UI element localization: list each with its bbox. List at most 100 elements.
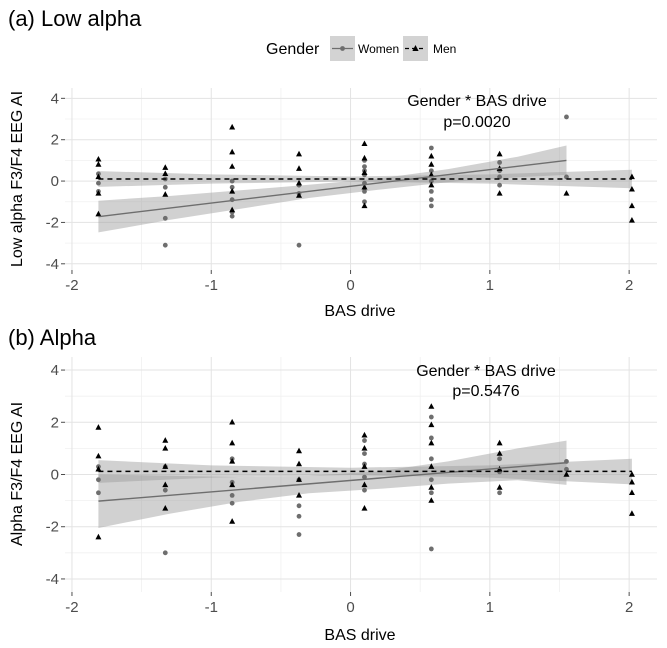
point-men	[361, 169, 368, 175]
legend: Gender Women Men	[266, 36, 456, 61]
point-women	[362, 164, 367, 169]
point-women	[162, 242, 168, 248]
x-tick-label: 0	[346, 599, 354, 616]
point-men	[428, 439, 435, 446]
panel-b-annotation-pvalue: p=0.5476	[452, 383, 519, 400]
point-women	[96, 490, 101, 496]
legend-label-women: Women	[358, 42, 399, 56]
point-women	[96, 477, 101, 483]
point-men	[428, 497, 435, 503]
legend-marker-men	[412, 45, 419, 51]
panel-a-x-axis-title: BAS drive	[324, 303, 395, 320]
point-men	[496, 150, 503, 157]
point-women	[428, 490, 434, 496]
point-men	[229, 188, 236, 194]
point-men	[361, 444, 368, 451]
point-women	[564, 114, 569, 120]
panel-a-annotation-pvalue: p=0.0020	[443, 114, 510, 131]
point-women	[229, 178, 235, 184]
panel-a-annotation-label: Gender * BAS drive	[407, 93, 547, 110]
point-men	[296, 150, 303, 157]
y-tick-label: 4	[51, 362, 59, 379]
point-men	[428, 403, 435, 409]
x-tick-label: 2	[625, 277, 633, 294]
point-men	[628, 216, 635, 223]
point-women	[428, 435, 434, 441]
y-tick-label: 2	[51, 132, 59, 149]
point-women	[296, 242, 302, 248]
point-men	[361, 505, 368, 511]
point-men	[428, 161, 435, 167]
point-men	[496, 450, 503, 456]
legend-label-men: Men	[433, 42, 456, 56]
point-men	[428, 463, 435, 469]
panel-b-annotation-label: Gender * BAS drive	[416, 363, 556, 380]
point-women	[497, 174, 502, 180]
point-women	[296, 503, 302, 509]
point-men	[229, 439, 236, 446]
plot-area	[95, 114, 635, 248]
y-tick-label: -2	[46, 519, 59, 536]
point-men	[628, 185, 635, 192]
point-men	[95, 452, 102, 459]
point-women	[428, 189, 434, 194]
point-women	[362, 487, 367, 493]
y-tick-label: -2	[46, 214, 59, 231]
point-men	[95, 190, 102, 196]
point-men	[95, 173, 102, 180]
point-men	[428, 484, 435, 490]
point-men	[229, 148, 236, 155]
point-men	[496, 484, 503, 490]
point-men	[296, 165, 303, 171]
point-women	[428, 546, 434, 552]
point-women	[362, 189, 367, 194]
point-women	[362, 474, 367, 480]
point-men	[496, 439, 503, 446]
point-men	[628, 471, 635, 477]
point-women	[229, 184, 235, 190]
y-tick-label: 0	[51, 173, 59, 190]
point-men	[162, 481, 169, 488]
confidence-band-men	[98, 458, 632, 485]
point-men	[296, 447, 303, 454]
y-tick-label: -4	[46, 571, 59, 588]
x-tick-label: -1	[205, 277, 218, 294]
point-men	[361, 183, 368, 190]
point-men	[628, 202, 635, 209]
point-women	[296, 513, 302, 519]
point-men	[628, 489, 635, 495]
point-men	[229, 458, 236, 464]
point-women	[362, 438, 367, 443]
point-men	[361, 202, 368, 209]
point-men	[563, 471, 570, 477]
point-women	[428, 145, 434, 151]
point-women	[497, 182, 502, 188]
point-women	[564, 466, 569, 472]
point-women	[296, 532, 302, 537]
x-tick-label: -2	[65, 599, 78, 616]
point-men	[428, 171, 435, 178]
point-women	[162, 184, 168, 190]
point-women	[229, 500, 235, 506]
point-men	[428, 181, 435, 188]
panel-a-plot: -2 -1 0 1 2 -4 -2 0 2 4	[46, 88, 657, 294]
point-women	[362, 199, 367, 205]
point-men	[296, 491, 303, 498]
point-women	[564, 174, 569, 180]
panel-b-title: (b) Alpha	[8, 325, 97, 350]
point-men	[95, 424, 102, 430]
point-women	[229, 213, 235, 219]
point-men	[361, 481, 368, 488]
point-men	[628, 510, 635, 516]
confidence-band-women	[98, 440, 567, 528]
point-women	[362, 451, 367, 457]
point-men	[162, 505, 169, 511]
point-men	[229, 206, 236, 213]
point-women	[428, 456, 434, 462]
point-men	[162, 463, 169, 469]
x-tick-label: 2	[625, 599, 633, 616]
point-men	[296, 179, 303, 186]
point-men	[296, 192, 303, 198]
y-tick-label: 4	[51, 90, 59, 107]
